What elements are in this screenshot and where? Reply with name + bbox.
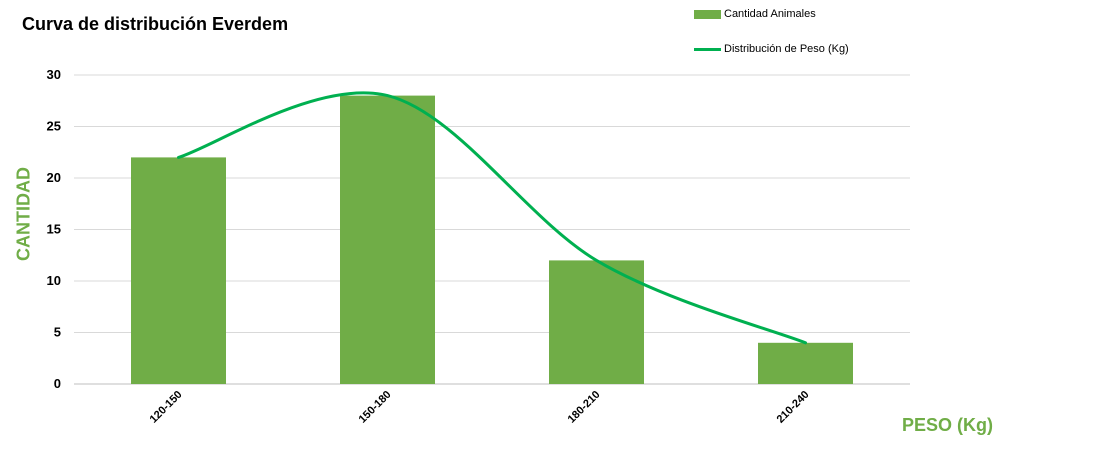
chart-title: Curva de distribución Everdem [22,14,289,34]
y-axis-title: CANTIDAD [13,167,34,261]
bar-210-240 [758,342,853,384]
distribution-line [177,91,807,345]
x-axis-title: PESO (Kg) [902,415,994,435]
x-tick-label: 150-180 [357,389,394,426]
y-tick-label: 10 [47,273,61,288]
legend-item-bars: Cantidad Animales [694,6,849,22]
y-tick-label: 25 [47,119,61,134]
x-tick-label: 210-240 [775,389,812,426]
bar-180-210 [549,260,644,384]
legend-label-bars: Cantidad Animales [724,8,816,20]
legend-item-line: Distribución de Peso (Kg) [694,41,849,57]
bar-150-180 [340,95,435,384]
y-tick-label: 20 [47,170,61,185]
legend-swatch-line [694,47,721,51]
legend-swatch-bars [694,9,721,19]
x-tick-label: 180-210 [566,389,603,426]
y-tick-label: 30 [47,67,61,82]
y-tick-label: 15 [47,222,61,237]
y-tick-label: 5 [54,325,61,340]
legend-label-line: Distribución de Peso (Kg) [724,43,849,55]
x-tick-label: 120-150 [148,389,185,426]
y-tick-label: 0 [54,376,61,391]
legend: Cantidad Animales Distribución de Peso (… [694,6,849,57]
bar-120-150 [131,157,226,384]
